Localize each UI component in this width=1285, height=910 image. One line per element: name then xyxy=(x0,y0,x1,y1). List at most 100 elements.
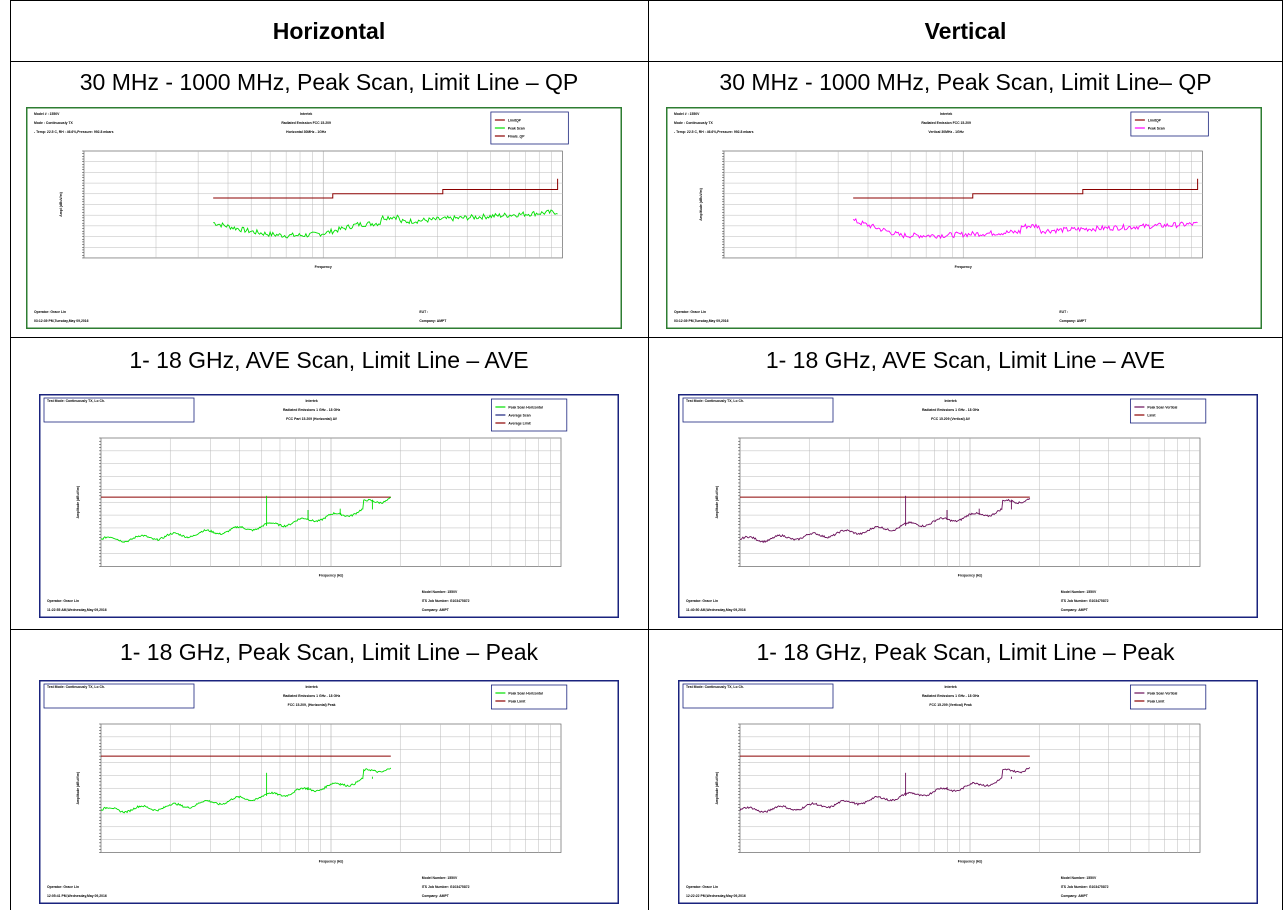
emission-trace xyxy=(739,497,1031,544)
legend-entry: Peak Scan xyxy=(1148,127,1165,131)
emission-plot-vertical-1-18ghz-peak: Test Mode: Continuously TX, Lo Ch. Intert… xyxy=(678,680,1258,904)
emission-trace xyxy=(852,217,1198,240)
plot-header-center: Intertek Radiated Emissions 1 GHz - 18 GH… xyxy=(922,685,980,707)
legend-entry: Finals_QP xyxy=(508,135,525,139)
plot-area xyxy=(99,723,562,853)
legend-box xyxy=(1129,398,1207,424)
legend-entry: Peak Scan Vertical xyxy=(1147,406,1177,410)
caption-row3-vertical: 1- 18 GHz, Peak Scan, Limit Line – Peak xyxy=(756,638,1175,665)
limit-line xyxy=(853,178,1199,199)
table-border-left xyxy=(10,0,11,910)
plot-footer-left: Operator: Grace Lin 03:12:39 PM,Tuesday,M… xyxy=(674,310,729,323)
x-axis-label: Frequency xyxy=(315,265,332,269)
row-divider xyxy=(10,629,1283,630)
mode-box xyxy=(682,397,834,423)
row-divider xyxy=(10,61,1283,62)
table-border-top xyxy=(10,0,1283,1)
plot-header-center: Intertek Radiated Emissions 1 GHz - 18 GH… xyxy=(283,685,341,707)
footer-left-line: 11:40:50 AM,Wednesday,May 09,2016 xyxy=(686,608,746,612)
header-left-line: - Temp: 22.5 C, RH : 46.6%,Pressure: 992… xyxy=(34,130,114,134)
footer-right-line: Company: AMPT xyxy=(1061,894,1089,898)
footer-left-line: Operator: Grace Lin xyxy=(47,885,79,889)
y-axis-label: Amplitude (dBuV/m) xyxy=(715,772,719,805)
footer-left-line: Operator: Grace Lin xyxy=(686,599,718,603)
plot-footer-left: Operator: Grace Lin 12:22:22 PM,Wednesday… xyxy=(686,885,746,898)
header-left-line: Test Mode: Continuously TX, Lo Ch. xyxy=(47,685,105,689)
header-center-line: Radiated Emissions 1 GHz - 18 GHz xyxy=(922,408,980,412)
plot-footer-right: EUT : Company: AMPT xyxy=(1059,310,1087,323)
footer-right-line: Company: AMPT xyxy=(419,319,447,323)
plot-header-left: Test Mode: Continuously TX, Lo Ch. xyxy=(686,399,744,403)
header-left-line: - Temp: 22.5 C, RH : 46.6%,Pressure: 992… xyxy=(674,130,754,134)
footer-right-line: EUT : xyxy=(1059,310,1068,314)
footer-right-line: Model Number: 1550V xyxy=(1061,590,1097,594)
emission-trace xyxy=(739,767,1031,813)
header-center-line: FCC Part 15.209 (Horizontal) AV xyxy=(286,417,338,421)
header-left-line: Model # : 1550V xyxy=(674,112,700,116)
header-center-line: Intertek xyxy=(305,399,317,403)
caption-row3-horizontal: 1- 18 GHz, Peak Scan, Limit Line – Peak xyxy=(119,638,539,665)
y-axis-label: Amplitude (dBuV/m) xyxy=(76,772,80,805)
legend-entry: Peak Scan Horizontal xyxy=(508,406,543,410)
header-left-line: Mode : Continuously TX xyxy=(674,121,714,125)
emission-plot-horizontal-1-18ghz-peak: Test Mode: Continuously TX, Lo Ch. Intert… xyxy=(39,680,619,904)
header-center-line: Intertek xyxy=(305,685,317,689)
plot-footer-right: Model Number: 1550V ITS Job Number: G1034… xyxy=(1061,876,1109,898)
header-center-line: Radiated Emissions 1 GHz - 18 GHz xyxy=(283,408,341,412)
header-center-line: Vertical 30MHz - 1GHz xyxy=(928,130,964,134)
plot-footer-left: Operator: Grace Lin 11:22:55 AM,Wednesday… xyxy=(47,599,107,612)
header-left-line: Test Mode: Continuously TX, Lo Ch. xyxy=(686,685,744,689)
y-axis-label: Amplitude (dBuV/m) xyxy=(715,486,719,519)
limit-line xyxy=(213,178,559,199)
footer-left-line: Operator: Grace Lin xyxy=(674,310,706,314)
footer-right-line: ITS Job Number: G103475872 xyxy=(422,885,470,889)
footer-left-line: 03:12:39 PM,Tuesday,May 09,2016 xyxy=(674,319,729,323)
plot-header-left: Test Mode: Continuously TX, Lo Ch. xyxy=(47,399,105,403)
footer-right-line: Company: AMPT xyxy=(422,608,450,612)
legend-entry: Average Limit xyxy=(508,422,531,426)
footer-left-line: 11:22:55 AM,Wednesday,May 09,2016 xyxy=(47,608,107,612)
footer-right-line: ITS Job Number: G103475872 xyxy=(422,599,470,603)
caption-row1-vertical: 30 MHz - 1000 MHz, Peak Scan, Limit Line… xyxy=(719,68,1212,95)
footer-left-line: Operator: Grace Lin xyxy=(686,885,718,889)
plot-area xyxy=(722,150,1203,259)
header-horizontal: Horizontal xyxy=(272,17,386,44)
header-center-line: FCC 15.209, (Horizontal) Peak xyxy=(288,703,336,707)
footer-right-line: Company: AMPT xyxy=(1059,319,1087,323)
plot-header-left: Model # : 1550V Mode : Continuously TX - T… xyxy=(34,112,114,134)
plot-svg: Test Mode: Continuously TX, Lo Ch. Intert… xyxy=(39,680,619,904)
footer-right-line: Company: AMPT xyxy=(422,894,450,898)
plot-header-center: Intertek Radiated Emission FCC 15.209 Hori… xyxy=(281,112,331,134)
plot-footer-right: EUT : Company: AMPT xyxy=(419,310,447,323)
footer-right-line: EUT : xyxy=(419,310,428,314)
plot-header-left: Model # : 1550V Mode : Continuously TX - T… xyxy=(674,112,754,134)
emission-plot-vertical-1-18ghz-ave: Test Mode: Continuously TX, Lo Ch. Intert… xyxy=(678,394,1258,618)
emission-plot-vertical-30mhz-1ghz: Model # : 1550V Mode : Continuously TX - T… xyxy=(666,107,1262,329)
plot-area xyxy=(99,437,562,567)
legend-entry: Peak Limit xyxy=(1147,700,1165,704)
header-center-line: Radiated Emission FCC 15.209 xyxy=(921,121,971,125)
plot-area xyxy=(738,437,1201,567)
footer-left-line: 12:05:41 PM,Wednesday,May 09,2016 xyxy=(47,894,107,898)
x-axis-label: Frequency (Hz) xyxy=(319,573,344,577)
header-left-line: Mode : Continuously TX xyxy=(34,121,74,125)
mode-box xyxy=(43,397,195,423)
header-left-line: Test Mode: Continuously TX, Lo Ch. xyxy=(47,399,105,403)
header-left-line: Test Mode: Continuously TX, Lo Ch. xyxy=(686,399,744,403)
emission-plot-horizontal-1-18ghz-ave: Test Mode: Continuously TX, Lo Ch. Intert… xyxy=(39,394,619,618)
x-axis-label: Frequency (Hz) xyxy=(319,859,344,863)
mode-box xyxy=(682,683,834,709)
plot-area xyxy=(82,150,563,259)
emission-trace xyxy=(213,209,558,239)
plot-svg: Test Mode: Continuously TX, Lo Ch. Intert… xyxy=(678,680,1258,904)
column-divider xyxy=(648,0,649,910)
footer-left-line: 03:12:39 PM,Tuesday,May 09,2016 xyxy=(34,319,89,323)
caption-row1-horizontal: 30 MHz - 1000 MHz, Peak Scan, Limit Line… xyxy=(79,68,579,95)
plot-footer-right: Model Number: 1550V ITS Job Number: G1034… xyxy=(422,590,470,612)
emission-trace xyxy=(100,767,392,814)
footer-left-line: Operator: Grace Lin xyxy=(47,599,79,603)
legend-box xyxy=(1130,111,1209,137)
plot-footer-left: Operator: Grace Lin 03:12:39 PM,Tuesday,M… xyxy=(34,310,89,323)
x-axis-label: Frequency xyxy=(955,265,972,269)
footer-right-line: Model Number: 1550V xyxy=(1061,876,1097,880)
